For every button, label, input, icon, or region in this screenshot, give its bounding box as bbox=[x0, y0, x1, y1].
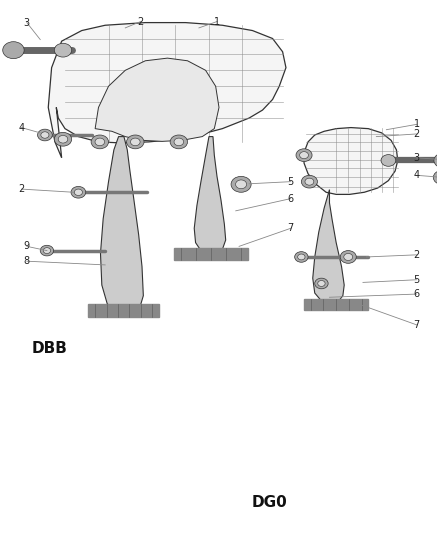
Circle shape bbox=[58, 135, 68, 143]
Text: 4: 4 bbox=[413, 171, 420, 180]
Text: 5: 5 bbox=[287, 176, 294, 187]
Text: 3: 3 bbox=[24, 18, 30, 28]
Circle shape bbox=[381, 155, 396, 166]
Circle shape bbox=[170, 135, 187, 149]
Polygon shape bbox=[100, 136, 143, 313]
Circle shape bbox=[340, 251, 356, 263]
Circle shape bbox=[54, 43, 72, 57]
Circle shape bbox=[231, 176, 251, 192]
Text: 3: 3 bbox=[413, 153, 420, 163]
Polygon shape bbox=[313, 190, 344, 304]
Circle shape bbox=[437, 174, 438, 181]
Circle shape bbox=[71, 187, 86, 198]
Circle shape bbox=[318, 280, 325, 286]
Circle shape bbox=[344, 254, 353, 261]
Circle shape bbox=[40, 245, 53, 256]
Polygon shape bbox=[88, 304, 159, 317]
Text: 2: 2 bbox=[18, 184, 25, 194]
Circle shape bbox=[315, 278, 328, 289]
Text: 7: 7 bbox=[413, 320, 420, 330]
Circle shape bbox=[43, 248, 51, 254]
Circle shape bbox=[3, 42, 24, 59]
Text: 2: 2 bbox=[413, 250, 420, 260]
Circle shape bbox=[305, 178, 314, 185]
Circle shape bbox=[95, 138, 105, 146]
Circle shape bbox=[236, 180, 247, 189]
Circle shape bbox=[54, 132, 72, 146]
Circle shape bbox=[434, 153, 438, 168]
Text: 9: 9 bbox=[24, 241, 30, 252]
Polygon shape bbox=[194, 136, 226, 253]
Text: 6: 6 bbox=[413, 289, 420, 299]
Polygon shape bbox=[95, 58, 219, 141]
Circle shape bbox=[91, 135, 109, 149]
Text: 2: 2 bbox=[138, 17, 144, 27]
Circle shape bbox=[298, 254, 305, 260]
Polygon shape bbox=[174, 248, 248, 260]
Text: DG0: DG0 bbox=[252, 495, 287, 510]
Circle shape bbox=[301, 175, 318, 188]
Circle shape bbox=[433, 171, 438, 184]
Text: 1: 1 bbox=[413, 119, 420, 130]
Text: 5: 5 bbox=[413, 274, 420, 285]
Circle shape bbox=[41, 132, 49, 138]
Text: 4: 4 bbox=[18, 123, 25, 133]
Circle shape bbox=[131, 138, 140, 146]
Text: 8: 8 bbox=[24, 256, 30, 266]
Text: DBB: DBB bbox=[32, 341, 68, 356]
Circle shape bbox=[296, 149, 312, 161]
Polygon shape bbox=[304, 300, 368, 310]
Polygon shape bbox=[48, 22, 286, 158]
Polygon shape bbox=[304, 127, 398, 195]
Text: 2: 2 bbox=[413, 129, 420, 139]
Text: 1: 1 bbox=[214, 17, 220, 27]
Circle shape bbox=[127, 135, 144, 149]
Circle shape bbox=[295, 252, 308, 262]
Text: 7: 7 bbox=[287, 223, 294, 233]
Circle shape bbox=[300, 152, 308, 159]
Circle shape bbox=[174, 138, 184, 146]
Circle shape bbox=[74, 189, 82, 196]
Text: 6: 6 bbox=[288, 193, 294, 204]
Circle shape bbox=[38, 129, 52, 141]
